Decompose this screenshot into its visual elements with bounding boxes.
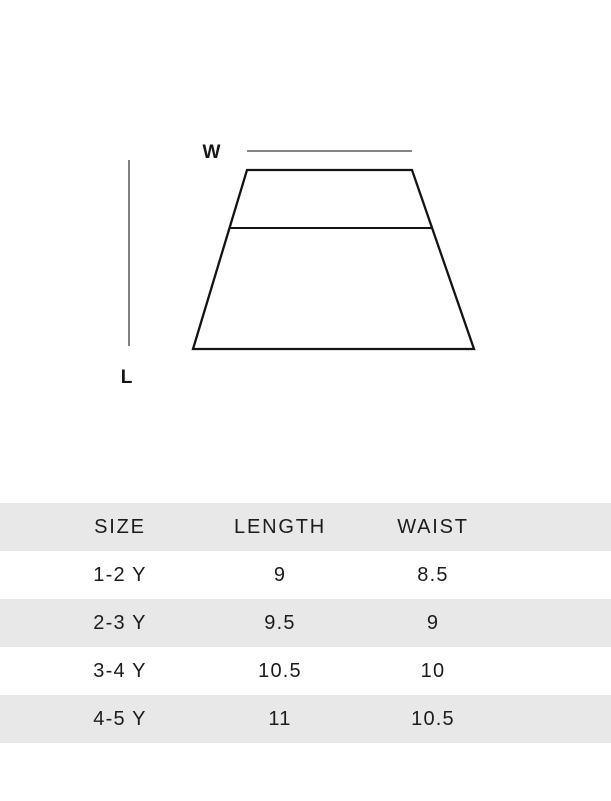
skirt-outline [191, 168, 476, 351]
table-row: 1-2 Y 9 8.5 [0, 551, 611, 599]
size-cell: 2-3 Y [93, 611, 147, 634]
length-cell: 10.5 [258, 659, 302, 682]
length-label: L [121, 367, 134, 388]
column-header-waist: WAIST [397, 515, 469, 538]
length-cell: 9 [273, 563, 287, 586]
waist-cell: 8.5 [417, 563, 449, 586]
table-row: 2-3 Y 9.5 9 [0, 599, 611, 647]
length-cell: 11 [268, 707, 292, 730]
size-cell: 1-2 Y [93, 563, 147, 586]
column-header-size: SIZE [94, 515, 146, 538]
table-header-row: SIZE LENGTH WAIST [0, 503, 611, 551]
column-header-length: LENGTH [234, 515, 326, 538]
size-cell: 4-5 Y [93, 707, 147, 730]
length-cell: 9.5 [264, 611, 296, 634]
table-row: 3-4 Y 10.5 10 [0, 647, 611, 695]
size-table: SIZE LENGTH WAIST 1-2 Y 9 8.5 2-3 Y 9.5 … [0, 503, 611, 743]
table-row: 4-5 Y 11 10.5 [0, 695, 611, 743]
skirt-measurement-diagram: W L [121, 142, 476, 388]
waist-cell: 9 [426, 611, 440, 634]
size-cell: 3-4 Y [93, 659, 147, 682]
waist-cell: 10.5 [411, 707, 455, 730]
waist-cell: 10 [420, 659, 446, 682]
width-label: W [203, 142, 222, 163]
